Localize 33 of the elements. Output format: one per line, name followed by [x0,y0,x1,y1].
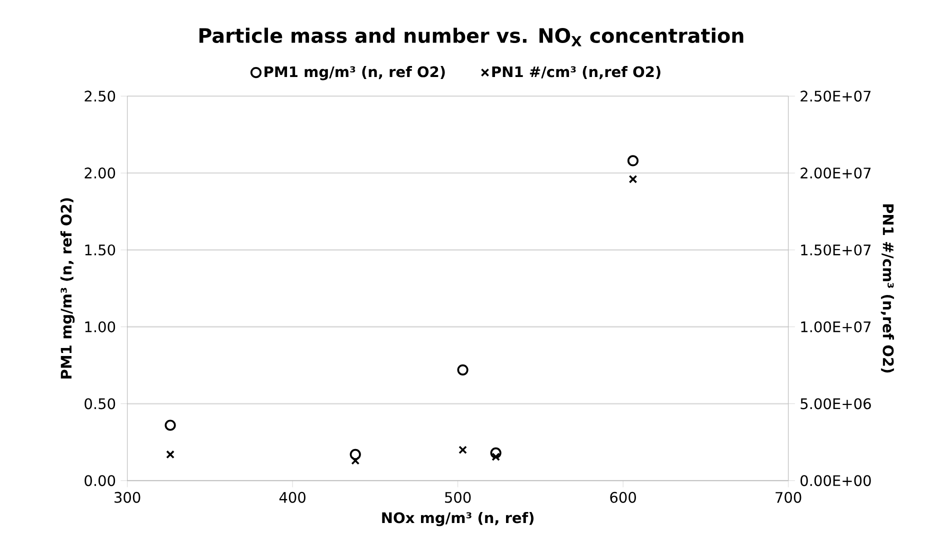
y2-tick-label: 0.00E+00 [800,475,871,486]
y2-tick-label: 2.50E+07 [800,90,871,102]
y2-tick-label: 2.00E+07 [800,168,871,179]
y-tick-label: 1.00 [85,321,116,332]
chart-title: Particle mass and number vs. NO$_{X}$ concentration [199,28,744,46]
point [627,155,639,166]
point [458,446,467,454]
y2-tick-label: 5.00E+06 [800,398,871,410]
y2-tick-label: 1.50E+07 [801,244,871,256]
x-tick-label: 500 [445,492,471,503]
y2-tick-label: 1.00E+07 [801,321,871,332]
point [350,448,361,460]
point [628,174,638,184]
x-tick-label: 700 [776,492,802,503]
point [166,450,174,459]
y-axis-title: PM1 mg/m³ (n, ref O2) [60,198,75,378]
point [351,456,360,465]
point [457,364,468,376]
point [490,447,502,458]
x-axis-title: NOx mg/m³ (n, ref) [382,512,534,526]
x-tick-label: 600 [610,492,636,503]
x-tick-label: 300 [114,492,140,503]
y2-axis-title: PN1 #/cm³ (n,ref O2) [880,204,894,372]
legend-label: PM1 mg/m³ (n, ref O2) [264,66,445,80]
point [164,420,176,431]
x-tick-label: 400 [279,492,306,503]
y-tick-label: 0.50 [84,398,116,410]
legend-label: PN1 #/cm³ (n,ref O2) [492,66,660,80]
y-tick-label: 1.50 [85,244,116,256]
y-tick-label: 2.50 [84,90,116,102]
point [492,452,500,461]
y-tick-label: 0.00 [84,475,116,486]
y-tick-label: 2.00 [84,168,116,179]
